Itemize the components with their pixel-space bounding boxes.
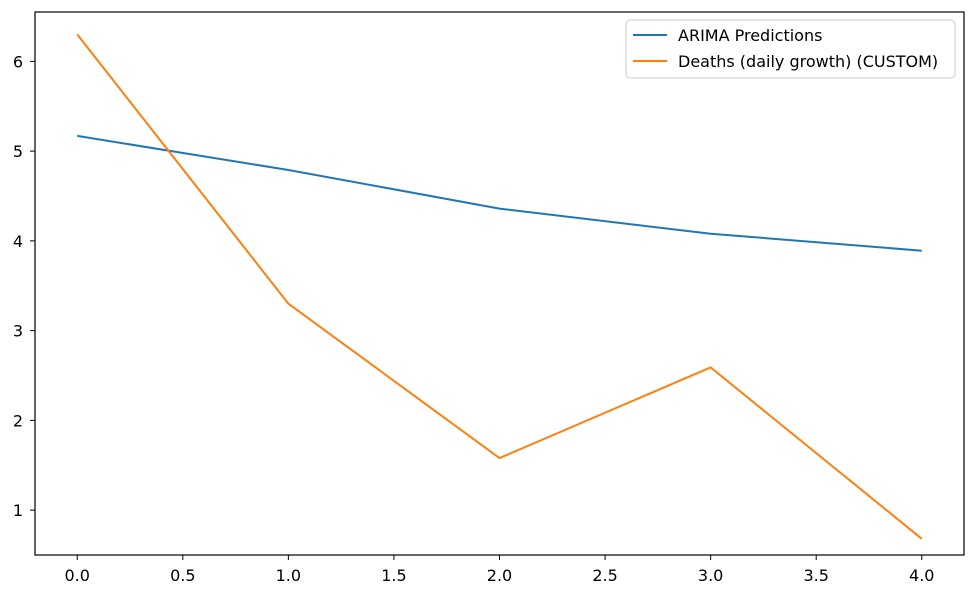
y-tick-label: 4	[13, 232, 23, 251]
x-tick-label: 2.5	[592, 566, 617, 585]
y-tick-label: 6	[13, 52, 23, 71]
legend-label: Deaths (daily growth) (CUSTOM)	[678, 52, 938, 71]
legend-label: ARIMA Predictions	[678, 26, 822, 45]
x-tick-label: 1.0	[276, 566, 301, 585]
x-axis: 0.0 0.5 1.0 1.5 2.0 2.5 3.0 3.5 4.0	[65, 555, 934, 585]
x-tick-label: 4.0	[909, 566, 934, 585]
x-tick-label: 3.5	[803, 566, 828, 585]
y-tick-label: 2	[13, 411, 23, 430]
x-tick-label: 1.5	[381, 566, 406, 585]
x-tick-label: 0.0	[65, 566, 90, 585]
x-tick-label: 3.0	[698, 566, 723, 585]
y-axis: 1 2 3 4 5 6	[13, 52, 35, 520]
x-tick-label: 2.0	[487, 566, 512, 585]
x-tick-label: 0.5	[170, 566, 195, 585]
y-tick-label: 1	[13, 501, 23, 520]
y-tick-label: 5	[13, 142, 23, 161]
legend: ARIMA Predictions Deaths (daily growth) (…	[625, 19, 956, 79]
series-layer	[76, 33, 923, 540]
series-line-2	[76, 33, 923, 540]
series-line-1	[77, 134, 922, 252]
y-tick-label: 3	[13, 322, 23, 341]
legend-box	[625, 19, 956, 79]
